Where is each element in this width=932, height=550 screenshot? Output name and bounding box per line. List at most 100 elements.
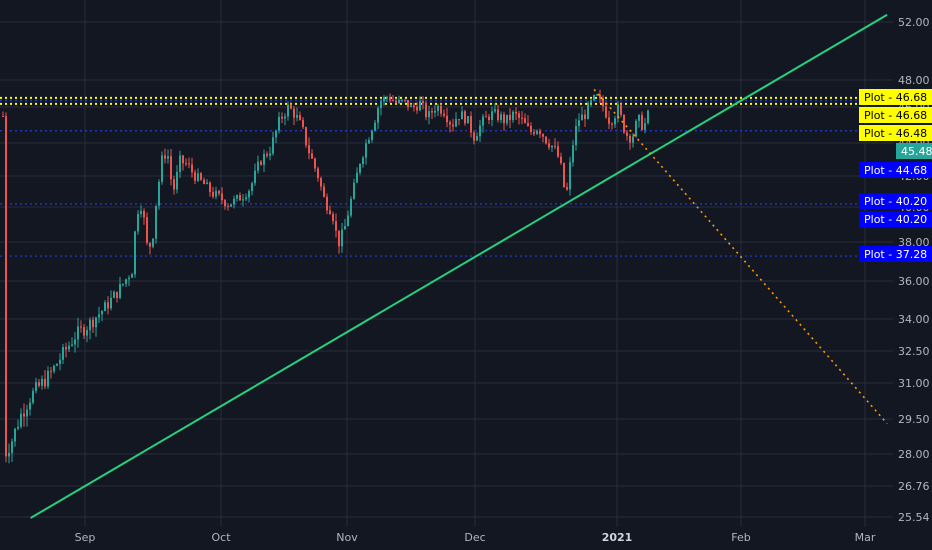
candle-body: [188, 163, 190, 165]
candle-body: [332, 214, 334, 222]
price-tag-label: Plot - 46.48: [864, 127, 927, 140]
candle-body: [401, 99, 403, 101]
price-tag: Plot - 46.48: [859, 125, 932, 141]
candle-body: [161, 155, 163, 182]
candle-body: [275, 130, 277, 138]
candle-body: [110, 297, 112, 309]
candle-body: [242, 199, 244, 201]
time-axis[interactable]: Sep Oct Nov Dec 2021 Feb Mar: [75, 531, 876, 544]
trendline-solid[interactable]: [30, 13, 888, 519]
candle-body: [608, 117, 610, 124]
candle-body: [122, 283, 124, 285]
x-tick-label: Dec: [464, 531, 485, 544]
candle-body: [182, 155, 184, 164]
candle-body: [347, 215, 349, 227]
candle-body: [617, 104, 619, 119]
candle-body: [443, 113, 445, 116]
candle-body: [179, 155, 181, 172]
price-tag: Plot - 46.68: [859, 107, 932, 123]
candle-body: [272, 137, 274, 154]
candle-body: [86, 330, 88, 336]
candle-body: [509, 114, 511, 121]
price-tag: Plot - 37.28: [859, 246, 932, 262]
candle-body: [251, 183, 253, 192]
price-tag-bg: [896, 143, 932, 159]
candle-body: [323, 186, 325, 197]
candle-body: [221, 193, 223, 201]
candle-body: [572, 145, 574, 163]
candle-body: [350, 198, 352, 216]
candle-body: [614, 118, 616, 125]
candle-body: [311, 153, 313, 159]
candle-body: [92, 319, 94, 328]
candle-body: [407, 100, 409, 108]
candle-body: [173, 179, 175, 190]
candle-body: [32, 390, 34, 403]
trendlines[interactable]: [30, 13, 888, 519]
candle-body: [89, 319, 91, 331]
candle-body: [206, 182, 208, 185]
candle-body: [95, 317, 97, 328]
candle-body: [104, 302, 106, 312]
candle-body: [461, 111, 463, 120]
candle-body: [140, 210, 142, 214]
candle-body: [620, 104, 622, 115]
candle-body: [224, 200, 226, 207]
candle-body: [200, 173, 202, 180]
price-tag-label: Plot - 44.68: [864, 164, 927, 177]
candle-body: [176, 171, 178, 190]
candle-body: [500, 114, 502, 121]
candle-body: [167, 156, 169, 159]
candle-body: [56, 364, 58, 366]
candle-body: [356, 172, 358, 183]
candle-body: [212, 192, 214, 197]
candle-body: [518, 113, 520, 118]
candle-body: [299, 115, 301, 120]
candle-body: [8, 452, 10, 457]
candle-body: [590, 100, 592, 103]
candle-body: [197, 173, 199, 181]
candle-body: [329, 210, 331, 215]
price-tag-label: Plot - 46.68: [864, 91, 927, 104]
price-tag-bg: [859, 162, 932, 178]
candle-body: [119, 284, 121, 298]
price-tag: Plot - 46.68: [859, 89, 932, 105]
candle-body: [593, 94, 595, 101]
candle-body: [134, 231, 136, 275]
price-tag: 45.48: [896, 143, 932, 159]
candle-body: [98, 314, 100, 318]
price-tag: Plot - 40.20: [859, 193, 932, 209]
candle-body: [578, 120, 580, 127]
candle-body: [455, 119, 457, 127]
candle-body: [392, 100, 394, 102]
grid-lines: [0, 0, 893, 527]
candle-body: [353, 182, 355, 199]
candle-body: [233, 198, 235, 205]
candle-body: [101, 311, 103, 315]
candle-body: [338, 230, 340, 247]
candle-body: [476, 136, 478, 141]
candle-body: [404, 99, 406, 101]
candle-body: [50, 370, 52, 372]
candle-body: [191, 164, 193, 173]
candle-body: [386, 97, 388, 99]
trendline-dotted[interactable]: [593, 88, 888, 425]
candle-body: [524, 118, 526, 124]
price-tag-bg: [859, 125, 932, 141]
candle-body: [5, 116, 7, 457]
candle-body: [377, 108, 379, 123]
candle-body: [431, 111, 433, 113]
y-tick-label: 25.54: [898, 511, 930, 524]
candle-body: [320, 178, 322, 187]
candle-body: [635, 120, 637, 137]
candle-body: [488, 116, 490, 120]
y-tick-label: 28.00: [898, 448, 930, 461]
y-tick-label: 36.00: [898, 275, 930, 288]
candle-body: [344, 226, 346, 230]
candle-body: [428, 111, 430, 118]
candle-body: [479, 125, 481, 137]
candle-body: [83, 327, 85, 336]
x-tick-label: Mar: [855, 531, 876, 544]
